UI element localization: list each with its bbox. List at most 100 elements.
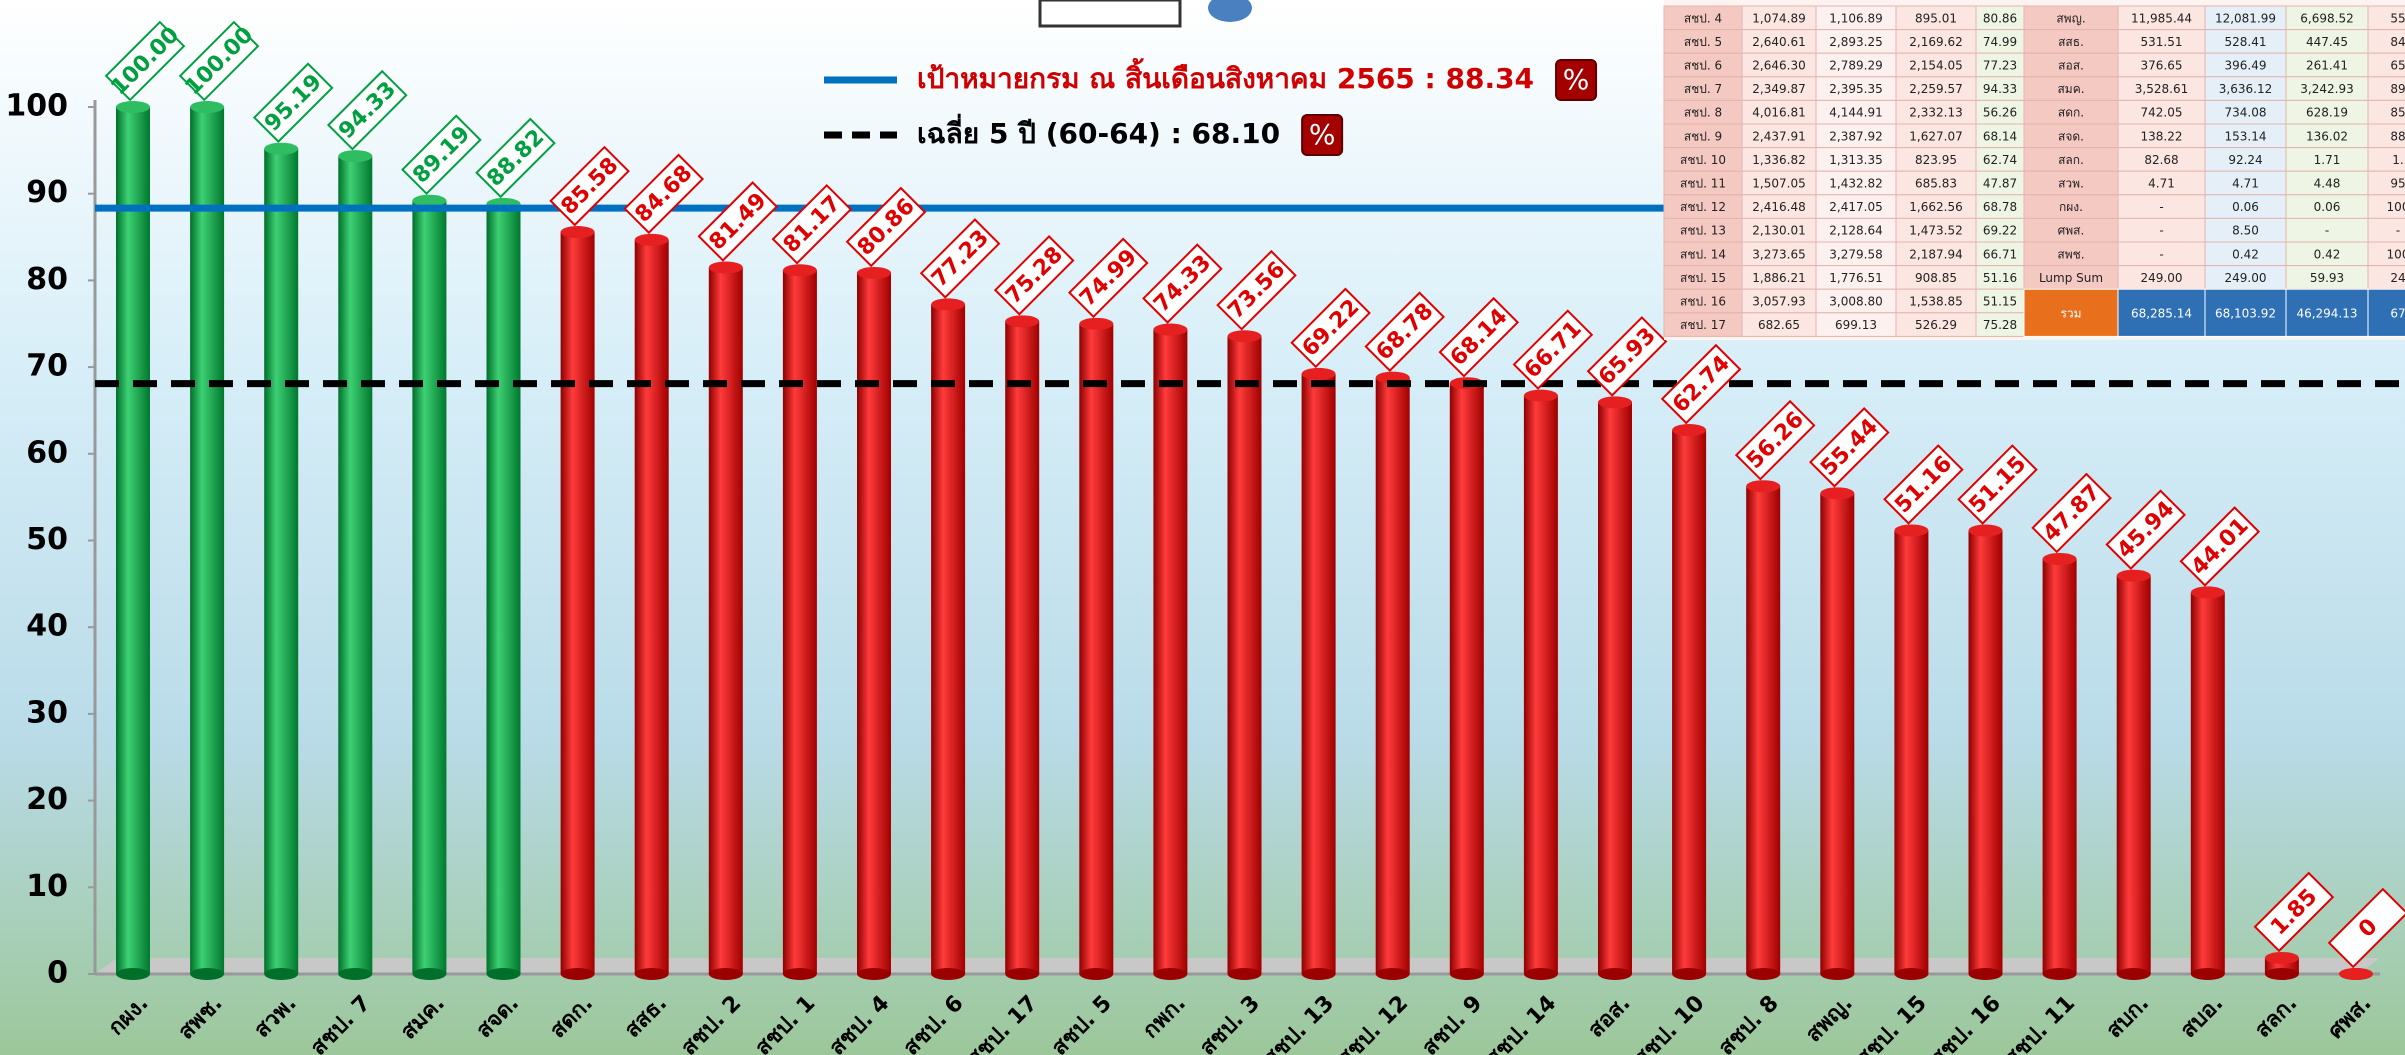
value-label-box: 51.15 [1957,444,2038,525]
bar [190,107,225,974]
bar-cap [338,150,373,163]
table-cell-text: สชป. 8 [1684,106,1722,120]
table-cell-text: 3,528.61 [2135,82,2188,96]
y-tick-label: 60 [26,435,68,470]
value-label-box: 74.99 [1067,237,1149,319]
table: สชป. 4 1,074.89 1,106.89 895.01 80.86 สชป. 5 2… [1663,0,2405,340]
table-cell-text: 2,789.29 [1829,59,1882,73]
value-label-bg [178,20,260,102]
bar-cap [2116,569,2151,582]
bar-base [338,968,373,980]
table-cell-text: 4.48 [2314,177,2341,191]
bar-cap [931,298,966,311]
bar-base [857,968,891,980]
bar [708,267,743,974]
table-cell-text: - [2325,224,2329,238]
bar-base [190,968,225,980]
table-cell-text: 1,886.21 [1752,271,1805,285]
bar-base [1672,968,1707,980]
table-cell-text: 12,081.99 [2215,11,2276,25]
bar-base [1820,968,1855,980]
y-tick-label: 70 [26,349,68,384]
bar-cap [1153,323,1188,336]
bar [931,304,966,974]
table-cell-text: 447.45 [2306,35,2348,49]
bar-base [412,968,447,980]
bar [1894,530,1929,974]
table-cell-text: 2,169.62 [1909,35,1962,49]
bar [2116,575,2151,974]
bar [1968,530,2003,974]
value-label-bg [475,117,556,199]
bar-cap [1227,330,1262,343]
table-cell-text: - [2396,224,2400,238]
table-total-text: 68,285.14 [2131,306,2192,320]
bar-base [782,968,817,980]
bar-base [708,968,743,980]
table-cell-text: 51.15 [1983,295,2017,309]
value-label-bg [697,181,779,262]
table-cell-text: 261.41 [2306,59,2348,73]
legend-label: เป้าหมายกรม ณ สิ้นเดือนสิงหาคม 2565 : 88… [917,57,1534,95]
table-cell-text: สสธ. [2058,35,2084,49]
bar-cap [857,266,891,279]
table-cell-text: Lump Sum [2039,271,2103,285]
value-label-bg [1512,309,1594,390]
table-cell-text: 3,636.12 [2219,82,2272,96]
table-cell-text: 734.08 [2225,106,2267,120]
value-label-box: 0 [2327,887,2405,969]
table-cell-text: 66.71 [1983,247,2017,261]
value-label-bg [1067,237,1149,319]
table-cell-text: 2,259.57 [1909,82,1962,96]
bar-cap [1968,524,2003,537]
value-label-bg [1290,287,1371,369]
bar [1672,430,1707,974]
bar [2042,558,2077,974]
legend-label: เฉลี่ย 5 ปี (60-64) : 68.10 [917,113,1280,150]
table-cell-text: สมค. [2057,82,2084,96]
bar [264,148,299,974]
y-tick-label: 10 [26,869,68,904]
table-cell-text: สชป. 7 [1684,82,1722,96]
y-tick-label: 80 [26,262,68,297]
table-cell-text: 2,416.48 [1752,200,1805,214]
bar [857,272,891,974]
table-cell-text: 80.86 [1983,11,2017,25]
bar-base [116,968,150,980]
table-cell-text: 528.41 [2225,35,2267,49]
table-cell-text: 1,538.85 [1909,295,1962,309]
table-cell-text: 396.49 [2225,59,2267,73]
bar-base [1079,968,1114,980]
value-label-bg [2105,489,2187,571]
value-label-bg [2031,472,2112,554]
value-label-box: 44.01 [2179,506,2261,587]
table-cell-text: 84 [2390,35,2405,49]
bar [1523,395,1558,975]
bar-cap [1079,317,1114,330]
bar [486,203,521,974]
table-cell-text: ศพส. [2058,224,2085,238]
table-cell-text: 3,279.58 [1829,247,1882,261]
table-cell-text: 249.00 [2225,271,2267,285]
table-cell-text: 2,332.13 [1909,106,1962,120]
table-cell-text: สอส. [2058,59,2084,73]
bar [782,270,817,974]
y-tick-label: 40 [26,609,68,644]
value-label-bg [1364,291,1446,372]
value-label-bg [845,186,927,268]
table-cell-text: 2,349.87 [1752,82,1805,96]
table-cell-text: สชป. 6 [1684,59,1722,73]
table-cell-text: - [2159,200,2163,214]
bar-base [931,968,966,980]
bar-base [2116,968,2151,980]
bar-cap [412,194,447,207]
table-cell-text: 3,057.93 [1752,295,1805,309]
table-cell-text: 1,336.82 [1752,153,1805,167]
bar-base [2264,968,2299,980]
y-tick-label: 50 [26,522,68,557]
table-cell-text: 4,144.91 [1829,106,1882,120]
table-cell-text: 2,640.61 [1752,35,1805,49]
table-total-text: 68,103.92 [2215,306,2276,320]
table-cell-text: 2,395.35 [1829,82,1882,96]
